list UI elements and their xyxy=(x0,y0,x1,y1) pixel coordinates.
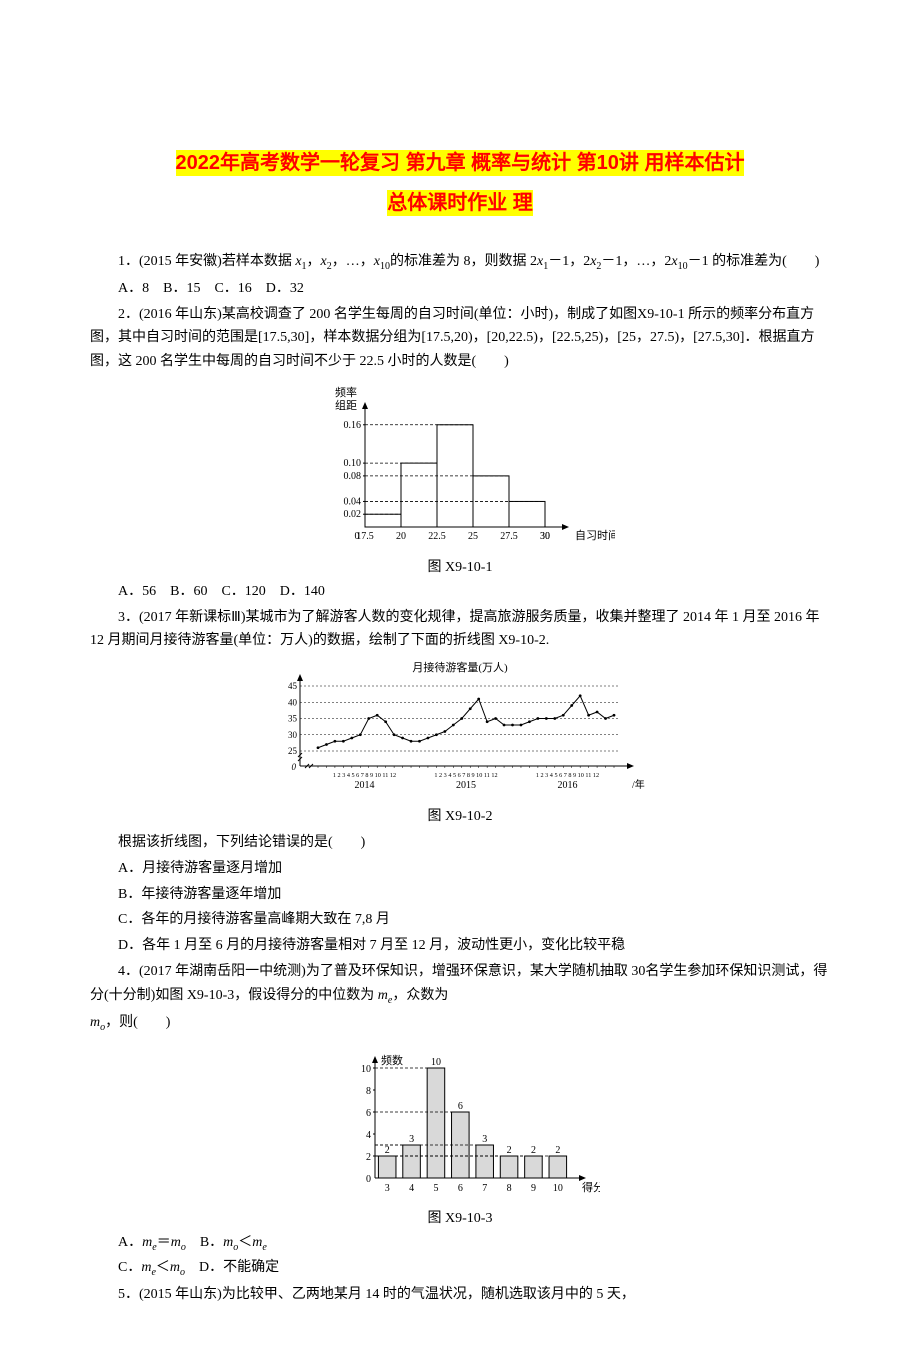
svg-text:0.02: 0.02 xyxy=(344,509,362,520)
svg-text:4: 4 xyxy=(366,1130,371,1141)
fig3-label: 图 X9-10-3 xyxy=(90,1207,830,1231)
svg-text:6: 6 xyxy=(366,1108,371,1119)
svg-text:9: 9 xyxy=(531,1183,536,1194)
q4-optsCD: C．me＜mo D．不能确定 xyxy=(90,1256,830,1281)
q2-stem: 2．(2016 年山东)某高校调查了 200 名学生每周的自习时间(单位：小时)… xyxy=(90,303,830,374)
q1-d: －1，…，2 xyxy=(601,254,671,269)
linechart-svg: 月接待游客量(万人)025303540452014201520161 2 3 4… xyxy=(270,661,650,801)
q3-B: B．年接待游客量逐年增加 xyxy=(90,883,830,907)
svg-text:6: 6 xyxy=(458,1183,463,1194)
q2-opts: A．56 B．60 C．120 D．140 xyxy=(90,580,830,604)
svg-text:1 2 3 4 5 6 7 8 9 10 11 12: 1 2 3 4 5 6 7 8 9 10 11 12 xyxy=(434,772,497,779)
svg-text:30: 30 xyxy=(288,730,298,740)
svg-text:10: 10 xyxy=(431,1057,441,1068)
q4d: D．不能确定 xyxy=(185,1260,279,1275)
svg-text:2016: 2016 xyxy=(557,780,577,791)
figure-x9-10-1: 频率组距0.020.040.080.100.16017.52022.52527.… xyxy=(90,382,830,552)
q4a2: ＝ xyxy=(157,1235,171,1250)
q4a1: A． xyxy=(118,1235,142,1250)
q4b1: B． xyxy=(186,1235,223,1250)
q1-a: 1．(2015 年安徽)若样本数据 xyxy=(118,254,295,269)
svg-text:0.04: 0.04 xyxy=(344,496,362,507)
svg-text:0.08: 0.08 xyxy=(344,471,362,482)
q4-optsAB: A．me＝mo B．mo＜me xyxy=(90,1231,830,1256)
q4-a: 4．(2017 年湖南岳阳一中统测)为了普及环保知识，增强环保意识，某大学随机抽… xyxy=(90,964,827,1003)
q4c2: ＜ xyxy=(156,1260,170,1275)
svg-text:27.5: 27.5 xyxy=(500,531,518,542)
svg-text:6: 6 xyxy=(458,1101,463,1112)
svg-text:25: 25 xyxy=(468,531,478,542)
figure-x9-10-2: 月接待游客量(万人)025303540452014201520161 2 3 4… xyxy=(90,661,830,801)
svg-text:2014: 2014 xyxy=(355,780,375,791)
svg-text:0.10: 0.10 xyxy=(344,458,362,469)
svg-text:3: 3 xyxy=(409,1134,414,1145)
svg-text:10: 10 xyxy=(361,1064,371,1075)
q3-stem: 3．(2017 年新课标Ⅲ)某城市为了解游客人数的变化规律，提高旅游服务质量，收… xyxy=(90,606,830,654)
svg-text:25: 25 xyxy=(288,746,298,756)
q4-c: ，则( ) xyxy=(105,1015,170,1030)
svg-text:1 2 3 4 5 6 7 8 9 10 11 12: 1 2 3 4 5 6 7 8 9 10 11 12 xyxy=(333,772,396,779)
svg-text:2: 2 xyxy=(555,1145,560,1156)
fig2-label: 图 X9-10-2 xyxy=(90,805,830,829)
svg-text:8: 8 xyxy=(507,1183,512,1194)
histogram-svg: 频率组距0.020.040.080.100.16017.52022.52527.… xyxy=(305,382,615,552)
figure-x9-10-3: 频数 0 2 4 6 8 10 2 3 3 4 10 5 6 6 3 7 2 8 2 9 2 10 得分 xyxy=(90,1043,830,1203)
q4c1: C． xyxy=(118,1260,141,1275)
q3-A: A．月接待游客量逐月增加 xyxy=(90,857,830,881)
svg-text:17.5: 17.5 xyxy=(356,531,374,542)
svg-text:35: 35 xyxy=(288,714,298,724)
svg-text:22.5: 22.5 xyxy=(428,531,446,542)
svg-text:2: 2 xyxy=(531,1145,536,1156)
svg-text:2: 2 xyxy=(385,1145,390,1156)
barchart-svg: 频数 0 2 4 6 8 10 2 3 3 4 10 5 6 6 3 7 2 8 2 9 2 10 得分 xyxy=(320,1043,600,1203)
svg-text:0: 0 xyxy=(292,762,297,772)
svg-text:8: 8 xyxy=(366,1086,371,1097)
svg-text:3: 3 xyxy=(482,1134,487,1145)
svg-text:7: 7 xyxy=(482,1183,487,1194)
svg-text:40: 40 xyxy=(288,697,298,707)
svg-text:月接待游客量(万人): 月接待游客量(万人) xyxy=(412,661,508,674)
q4-stem2: mo，则( ) xyxy=(90,1011,830,1036)
doc-title: 2022年高考数学一轮复习 第九章 概率与统计 第10讲 用样本估计 总体课时作… xyxy=(90,146,830,220)
q1-stem: 1．(2015 年安徽)若样本数据 x1，x2，…，x10的标准差为 8，则数据… xyxy=(90,250,830,275)
svg-text:1 2 3 4 5 6 7 8 9 10 11 12: 1 2 3 4 5 6 7 8 9 10 11 12 xyxy=(536,772,599,779)
q1-c: －1，2 xyxy=(548,254,590,269)
title-line-2: 总体课时作业 理 xyxy=(387,190,533,216)
svg-text:30: 30 xyxy=(540,531,550,542)
svg-text:组距: 组距 xyxy=(335,398,357,412)
svg-text:3: 3 xyxy=(385,1183,390,1194)
svg-text:45: 45 xyxy=(288,681,298,691)
fig1-label: 图 X9-10-1 xyxy=(90,556,830,580)
q1-b: 的标准差为 8，则数据 2 xyxy=(390,254,537,269)
svg-text:2: 2 xyxy=(366,1152,371,1163)
q4-stem: 4．(2017 年湖南岳阳一中统测)为了普及环保知识，增强环保意识，某大学随机抽… xyxy=(90,960,830,1009)
q4-b: ，众数为 xyxy=(392,988,448,1003)
q3-D: D．各年 1 月至 6 月的月接待游客量相对 7 月至 12 月，波动性更小，变… xyxy=(90,934,830,958)
title-line-1: 2022年高考数学一轮复习 第九章 概率与统计 第10讲 用样本估计 xyxy=(176,150,745,176)
svg-text:10: 10 xyxy=(553,1183,563,1194)
svg-text:频率: 频率 xyxy=(335,385,357,399)
svg-text:0: 0 xyxy=(366,1174,371,1185)
svg-text:20: 20 xyxy=(396,531,406,542)
q5-stem: 5．(2015 年山东)为比较甲、乙两地某月 14 时的气温状况，随机选取该月中… xyxy=(90,1283,830,1307)
q3-C: C．各年的月接待游客量高峰期大致在 7,8 月 xyxy=(90,908,830,932)
q3-follow: 根据该折线图，下列结论错误的是( ) xyxy=(90,831,830,855)
svg-text:0.16: 0.16 xyxy=(344,420,362,431)
q1-opts: A．8 B．15 C．16 D．32 xyxy=(90,277,830,301)
svg-text:得分: 得分 xyxy=(582,1181,600,1194)
q1-e: －1 的标准差为( ) xyxy=(688,254,820,269)
svg-text:4: 4 xyxy=(409,1183,414,1194)
svg-text:自习时间/时: 自习时间/时 xyxy=(575,529,615,542)
svg-text:5: 5 xyxy=(433,1183,438,1194)
svg-text:/年: /年 xyxy=(632,778,645,791)
svg-text:2: 2 xyxy=(507,1145,512,1156)
q4b2: ＜ xyxy=(238,1235,252,1250)
svg-text:频数: 频数 xyxy=(381,1053,403,1067)
svg-text:2015: 2015 xyxy=(456,780,476,791)
